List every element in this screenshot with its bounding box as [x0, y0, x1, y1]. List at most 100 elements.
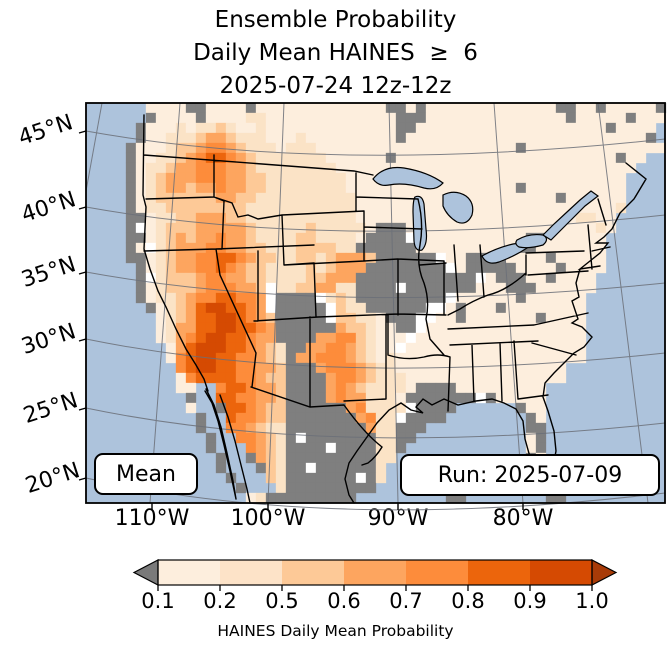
map-grid-cell	[345, 412, 357, 424]
map-grid-cell	[485, 222, 497, 234]
map-grid-cell	[265, 232, 277, 244]
map-grid-cell	[185, 292, 197, 304]
map-grid-cell	[515, 182, 527, 194]
map-grid-cell	[615, 172, 627, 184]
map-grid-cell	[195, 412, 207, 424]
map-grid-cell	[585, 112, 597, 124]
map-grid-cell	[445, 122, 457, 134]
map-grid-cell	[355, 382, 367, 394]
map-grid-cell	[575, 272, 587, 284]
map-grid-cell	[525, 422, 537, 434]
map-grid-cell	[375, 232, 387, 244]
map-grid-cell	[525, 172, 537, 184]
mean-badge-label: Mean	[116, 461, 176, 487]
map-grid-cell	[605, 192, 617, 204]
map-grid-cell	[365, 462, 377, 474]
map-grid-cell	[525, 352, 537, 364]
map-grid-cell	[495, 172, 507, 184]
map-grid-cell	[245, 452, 257, 464]
map-grid-cell	[635, 132, 647, 144]
map-grid-cell	[205, 262, 217, 274]
map-grid-cell	[325, 102, 337, 114]
map-grid-cell	[125, 222, 137, 234]
map-grid-cell	[315, 322, 327, 334]
map-grid-cell	[505, 202, 517, 214]
map-grid-cell	[615, 112, 627, 124]
map-grid-cell	[595, 192, 607, 204]
map-grid-cell	[435, 252, 447, 264]
map-grid-cell	[375, 162, 387, 174]
map-grid-cell	[525, 342, 537, 354]
map-grid-cell	[255, 252, 267, 264]
map-grid-cell	[295, 122, 307, 134]
map-grid-cell	[165, 352, 177, 364]
map-grid-cell	[475, 202, 487, 214]
map-grid-cell	[155, 172, 167, 184]
map-grid-cell	[615, 102, 627, 114]
map-grid-cell	[285, 202, 297, 214]
map-grid-cell	[245, 312, 257, 324]
map-grid-cell	[275, 412, 287, 424]
map-grid-cell	[295, 392, 307, 404]
map-grid-cell	[585, 222, 597, 234]
map-grid-cell	[155, 162, 167, 174]
map-grid-cell	[215, 322, 227, 334]
map-grid-cell	[215, 462, 227, 474]
map-grid-cell	[375, 202, 387, 214]
map-grid-cell	[595, 142, 607, 154]
map-grid-cell	[425, 232, 437, 244]
map-grid-cell	[575, 352, 587, 364]
map-grid-cell	[335, 402, 347, 414]
map-grid-cell	[535, 362, 547, 374]
map-grid-cell	[485, 302, 497, 314]
map-grid-cell	[445, 132, 457, 144]
map-grid-cell	[485, 332, 497, 344]
map-grid-cell	[575, 102, 587, 114]
map-grid-cell	[535, 202, 547, 214]
map-grid-cell	[635, 142, 647, 154]
map-grid-cell	[315, 182, 327, 194]
map-grid-cell	[405, 192, 417, 204]
map-grid-cell	[545, 352, 557, 364]
map-grid-cell	[235, 422, 247, 434]
map-grid-cell	[225, 312, 237, 324]
map-grid-cell	[395, 442, 407, 454]
map-grid-cell	[325, 112, 337, 124]
map-grid-cell	[315, 472, 327, 484]
map-grid-cell	[545, 272, 557, 284]
map-grid-cell	[395, 252, 407, 264]
map-grid-cell	[145, 192, 157, 204]
map-grid-cell	[345, 332, 357, 344]
map-grid-cell	[225, 152, 237, 164]
map-grid-cell	[405, 152, 417, 164]
map-grid-cell	[275, 292, 287, 304]
map-grid-cell	[595, 172, 607, 184]
map-grid-cell	[365, 442, 377, 454]
map-grid-cell	[345, 172, 357, 184]
map-grid-cell	[185, 392, 197, 404]
map-grid-cell	[255, 312, 267, 324]
map-grid-cell	[405, 232, 417, 244]
map-grid-cell	[385, 452, 397, 464]
map-grid-cell	[345, 292, 357, 304]
map-grid-cell	[385, 342, 397, 354]
map-grid-cell	[265, 162, 277, 174]
map-grid-cell	[285, 422, 297, 434]
map-grid-cell	[165, 342, 177, 354]
map-grid-cell	[425, 402, 437, 414]
map-grid-cell	[355, 452, 367, 464]
map-grid-cell	[425, 212, 437, 224]
map-grid-cell	[345, 262, 357, 274]
map-grid-cell	[365, 402, 377, 414]
map-grid-cell	[635, 102, 647, 114]
map-grid-cell	[435, 202, 447, 214]
map-grid-cell	[515, 352, 527, 364]
map-grid-cell	[465, 122, 477, 134]
st-lawrence-river	[542, 190, 600, 241]
map-grid-cell	[285, 452, 297, 464]
map-grid-cell	[445, 342, 457, 354]
map-grid-cell	[185, 102, 197, 114]
map-grid-cell	[315, 352, 327, 364]
map-grid-cell	[175, 262, 187, 274]
map-grid-cell	[615, 132, 627, 144]
